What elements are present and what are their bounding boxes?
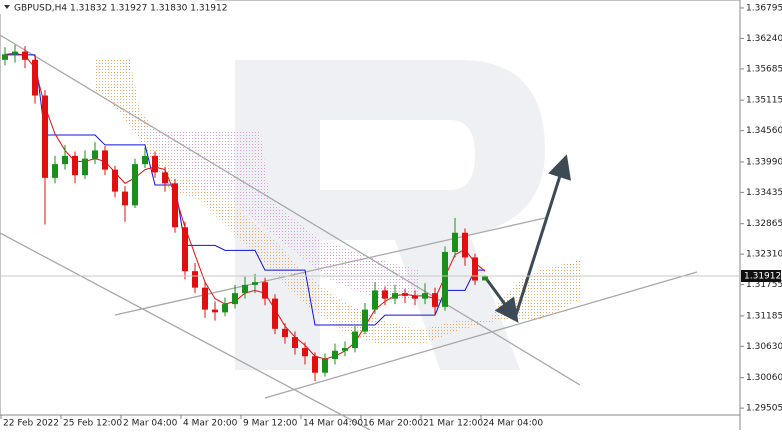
candle-body — [92, 150, 98, 159]
candle-body — [22, 51, 28, 60]
indicator-line — [5, 54, 485, 326]
candle-body — [332, 350, 338, 360]
candle-body — [422, 293, 428, 299]
candle-body — [172, 183, 178, 228]
y-tick-label: 1.35115 — [746, 96, 782, 106]
candle-body — [2, 54, 8, 60]
candle-body — [42, 95, 48, 178]
x-tick-label: 25 Feb 12:00 — [63, 419, 122, 429]
candle-body — [402, 293, 408, 296]
candle-body — [412, 295, 418, 299]
x-tick-label: 24 Mar 04:00 — [483, 419, 543, 429]
x-tick-label: 16 Mar 20:00 — [363, 419, 423, 429]
candle-body — [432, 293, 438, 307]
candle-body — [212, 309, 218, 313]
candle-body — [322, 359, 328, 373]
candle-body — [192, 271, 198, 288]
candle-body — [32, 59, 38, 96]
y-tick-label: 1.34560 — [746, 126, 782, 136]
header-icon — [4, 5, 10, 9]
candle-body — [272, 298, 278, 329]
candle-body — [372, 290, 378, 310]
candle-body — [72, 155, 78, 176]
candle-body — [442, 251, 448, 307]
candle-body — [452, 232, 458, 252]
candle-body — [342, 348, 348, 351]
candle-body — [222, 304, 228, 313]
candle-body — [62, 155, 68, 165]
y-tick-label: 1.32865 — [746, 219, 782, 229]
y-tick-label: 1.35685 — [746, 64, 782, 74]
y-tick-label: 1.31185 — [746, 311, 782, 321]
chart-title: GBPUSD,H4 1.31832 1.31927 1.31830 1.3191… — [14, 4, 227, 14]
y-tick-label: 1.36240 — [746, 34, 782, 44]
candle-body — [472, 257, 478, 281]
candle-body — [312, 356, 318, 373]
plot-layer — [0, 45, 740, 381]
y-tick-label: 1.33990 — [746, 157, 782, 167]
candle-body — [262, 282, 268, 299]
candle-body — [162, 172, 168, 184]
candle-body — [52, 164, 58, 178]
candle-body — [292, 337, 298, 349]
candle-body — [182, 227, 188, 272]
candle-body — [232, 293, 238, 305]
candle-body — [152, 155, 158, 173]
y-tick-label: 1.30630 — [746, 342, 782, 352]
candle-body — [112, 169, 118, 192]
candle-body — [202, 287, 208, 310]
x-tick-label: 2 Mar 04:00 — [123, 419, 178, 429]
x-tick-label: 22 Feb 2022 — [3, 419, 59, 429]
candle-body — [382, 290, 388, 299]
candle-body — [302, 348, 308, 357]
x-tick-label: 14 Mar 04:00 — [303, 419, 363, 429]
candle-body — [82, 158, 88, 176]
x-tick-label: 21 Mar 12:00 — [423, 419, 483, 429]
cloud — [95, 60, 580, 345]
candle-body — [122, 191, 128, 206]
candle-body — [142, 155, 148, 165]
candle-body — [242, 284, 248, 294]
candle-body — [252, 282, 258, 285]
trend-lines — [0, 34, 698, 431]
candle-body — [352, 331, 358, 349]
candle-body — [482, 276, 488, 281]
forecast-arrow — [513, 154, 572, 319]
candle-body — [282, 328, 288, 338]
candle-body — [12, 51, 18, 55]
candle-body — [462, 232, 468, 258]
candle-body — [362, 309, 368, 332]
candle-body — [392, 293, 398, 299]
y-tick-label: 1.30060 — [746, 373, 782, 383]
y-tick-label: 1.29505 — [746, 404, 782, 414]
y-tick-label: 1.32310 — [746, 250, 782, 260]
last-price-label: 1.31912 — [744, 272, 781, 282]
forecast-arrow — [483, 276, 519, 323]
y-tick-label: 1.36795 — [746, 3, 782, 13]
candle-body — [102, 150, 108, 170]
x-tick-label: 9 Mar 12:00 — [243, 419, 298, 429]
y-tick-label: 1.33435 — [746, 188, 782, 198]
y-tick-label: 1.31755 — [746, 280, 782, 290]
header-bg — [0, 0, 215, 14]
last-price-tag — [741, 270, 781, 283]
x-tick-label: 4 Mar 20:00 — [183, 419, 238, 429]
candle-body — [132, 164, 138, 206]
